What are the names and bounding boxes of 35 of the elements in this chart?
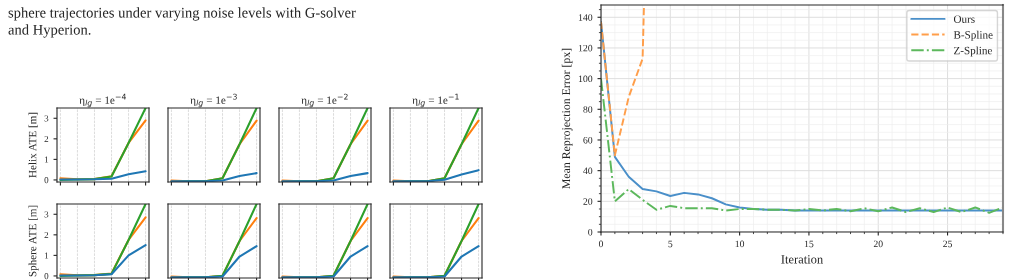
y-tick-label: 140 bbox=[578, 14, 593, 21]
y-tick-label: 20 bbox=[583, 198, 593, 205]
y-tick-label: 2 bbox=[44, 231, 49, 238]
legend-label: Z-Spline bbox=[954, 46, 992, 57]
chart-title: η$_{lg}$ = 1e$^{−2}$ bbox=[301, 93, 348, 108]
y-tick-label: 1 bbox=[44, 252, 49, 259]
y-tick-label: 1 bbox=[44, 156, 49, 163]
y-tick-label: 3 bbox=[44, 115, 49, 122]
x-tick-label: 20 bbox=[873, 240, 883, 248]
text: and Hyperion. bbox=[8, 24, 91, 38]
y-tick-label: 3 bbox=[44, 211, 49, 218]
chart-title: η$_{lg}$ = 1e$^{−3}$ bbox=[190, 93, 237, 108]
y-axis-title: Mean Reprojection Error [px] bbox=[561, 48, 573, 189]
x-axis-title: Iteration bbox=[781, 255, 823, 264]
text: sphere trajectories under varying noise levels with G-solver bbox=[8, 7, 356, 21]
y-tick-label: 0 bbox=[44, 177, 49, 184]
y-tick-label: 60 bbox=[583, 136, 593, 144]
y-tick-label: 100 bbox=[578, 75, 593, 83]
legend-label: Ours bbox=[953, 15, 975, 23]
legend-label: B-Spline bbox=[953, 30, 993, 41]
y-axis-title: Helix ATE [m] bbox=[28, 112, 38, 178]
x-tick-label: 25 bbox=[943, 240, 953, 248]
y-tick-label: 0 bbox=[44, 273, 49, 280]
x-tick-label: 15 bbox=[804, 240, 814, 248]
x-tick-label: 5 bbox=[668, 240, 673, 248]
y-axis-title: Sphere ATE [m] bbox=[28, 205, 39, 277]
x-tick-label: 0 bbox=[598, 240, 604, 248]
y-tick-label: 40 bbox=[583, 167, 593, 175]
chart-title: η$_{lg}$ = 1e$^{−4}$ bbox=[79, 93, 126, 108]
y-tick-label: 0 bbox=[588, 228, 593, 236]
chart-title: η$_{lg}$ = 1e$^{−1}$ bbox=[412, 93, 459, 108]
y-tick-label: 120 bbox=[578, 44, 593, 52]
y-tick-label: 2 bbox=[44, 135, 49, 142]
x-tick-label: 10 bbox=[735, 240, 745, 248]
y-tick-label: 80 bbox=[583, 106, 593, 113]
